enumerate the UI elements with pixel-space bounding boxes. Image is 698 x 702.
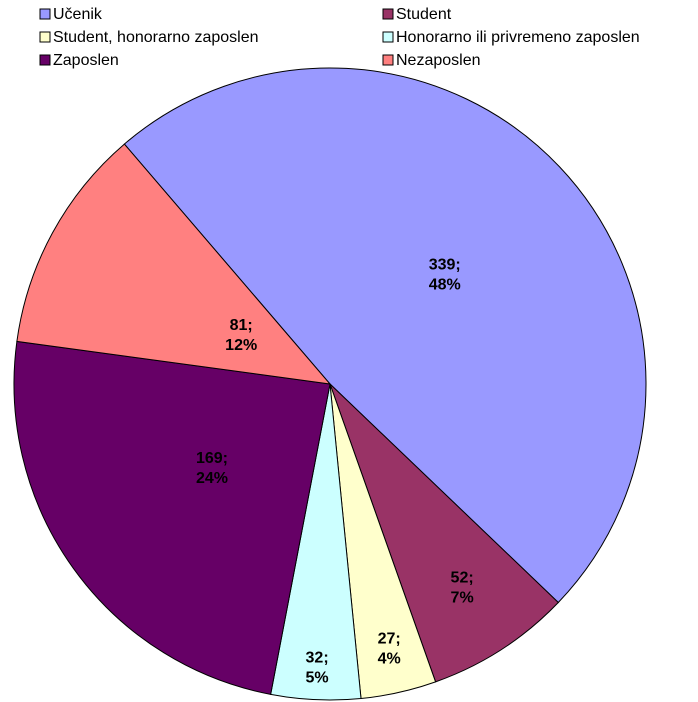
data-label: 4% (378, 650, 401, 667)
data-label: 81; (230, 317, 253, 334)
legend-label: Student, honorarno zaposlen (53, 29, 258, 46)
pie-slice (16, 143, 332, 385)
pie-slice (13, 340, 331, 695)
legend-swatch (39, 31, 51, 43)
legend-label: Student (396, 6, 452, 23)
legend-swatch (382, 54, 394, 66)
pie-slice (123, 67, 647, 604)
legend-label: Honorarno ili privremeno zaposlen (396, 29, 640, 46)
legend-swatch (39, 8, 51, 20)
legend-swatch (382, 31, 394, 43)
legend-label: Nezaposlen (396, 52, 481, 69)
data-label: 27; (378, 630, 401, 647)
data-label: 339; (429, 257, 461, 274)
data-label: 5% (306, 669, 329, 686)
data-label: 12% (225, 337, 257, 354)
legend-label: Zaposlen (53, 52, 119, 69)
data-label: 52; (451, 570, 474, 587)
legend-label: Učenik (53, 6, 103, 23)
data-label: 169; (196, 450, 228, 467)
data-label: 24% (196, 470, 228, 487)
data-label: 32; (306, 649, 329, 666)
data-label: 7% (451, 590, 474, 607)
data-label: 48% (429, 277, 461, 294)
pie-slice (329, 383, 560, 683)
legend-swatch (39, 54, 51, 66)
legend-swatch (382, 8, 394, 20)
